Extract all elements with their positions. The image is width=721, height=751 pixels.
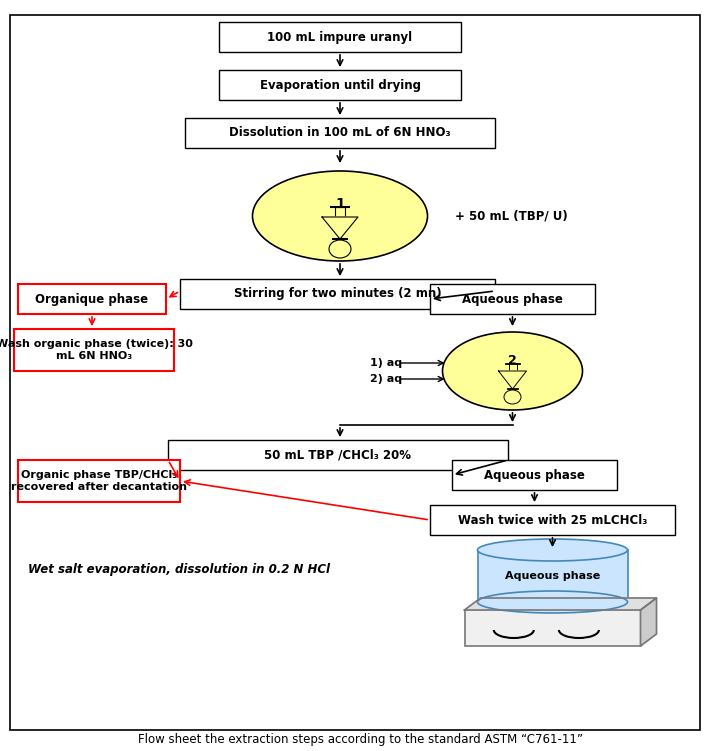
Bar [508, 363, 516, 371]
Text: Wash twice with 25 mLCHCl₃: Wash twice with 25 mLCHCl₃ [458, 514, 647, 526]
Bar [430, 505, 675, 535]
Ellipse shape [504, 390, 521, 404]
Ellipse shape [252, 171, 428, 261]
Bar [452, 460, 617, 490]
Ellipse shape [443, 332, 583, 410]
Bar [335, 207, 345, 217]
Text: 1: 1 [335, 197, 345, 211]
Text: Aqueous phase: Aqueous phase [505, 571, 600, 581]
Bar [18, 284, 166, 314]
Polygon shape [322, 217, 358, 239]
Text: Aqueous phase: Aqueous phase [462, 292, 563, 306]
Bar [464, 610, 640, 646]
Text: Organique phase: Organique phase [35, 292, 149, 306]
Text: + 50 mL (TBP/ U): + 50 mL (TBP/ U) [455, 210, 567, 222]
Polygon shape [498, 371, 526, 389]
Text: Flow sheet the extraction steps according to the standard ASTM “C761-11”: Flow sheet the extraction steps accordin… [138, 734, 583, 746]
Text: Evaporation until drying: Evaporation until drying [260, 79, 420, 92]
Polygon shape [640, 598, 657, 646]
Ellipse shape [477, 539, 627, 561]
Bar [14, 329, 174, 371]
Bar [219, 22, 461, 52]
Bar [18, 460, 180, 502]
Text: Dissolution in 100 mL of 6N HNO₃: Dissolution in 100 mL of 6N HNO₃ [229, 126, 451, 140]
Text: Wash organic phase (twice): 30
mL 6N HNO₃: Wash organic phase (twice): 30 mL 6N HNO… [0, 339, 193, 360]
Bar [219, 70, 461, 100]
Ellipse shape [329, 240, 351, 258]
Text: 1) aq: 1) aq [370, 358, 402, 368]
Text: Organic phase TBP/CHCl₃
recovered after decantation: Organic phase TBP/CHCl₃ recovered after … [11, 470, 187, 492]
Text: 100 mL impure uranyl: 100 mL impure uranyl [267, 31, 412, 44]
Bar [168, 440, 508, 470]
Text: Aqueous phase: Aqueous phase [484, 469, 585, 481]
Text: 50 mL TBP /CHCl₃ 20%: 50 mL TBP /CHCl₃ 20% [265, 448, 412, 462]
Text: 2: 2 [508, 354, 517, 367]
Polygon shape [464, 598, 657, 610]
Bar [180, 279, 495, 309]
Bar [430, 284, 595, 314]
Text: Stirring for two minutes (2 mn): Stirring for two minutes (2 mn) [234, 288, 441, 300]
Text: Wet salt evaporation, dissolution in 0.2 N HCl: Wet salt evaporation, dissolution in 0.2… [28, 563, 330, 577]
Bar [185, 118, 495, 148]
Bar [477, 550, 627, 602]
Text: 2) aq: 2) aq [370, 374, 402, 384]
Ellipse shape [477, 591, 627, 613]
